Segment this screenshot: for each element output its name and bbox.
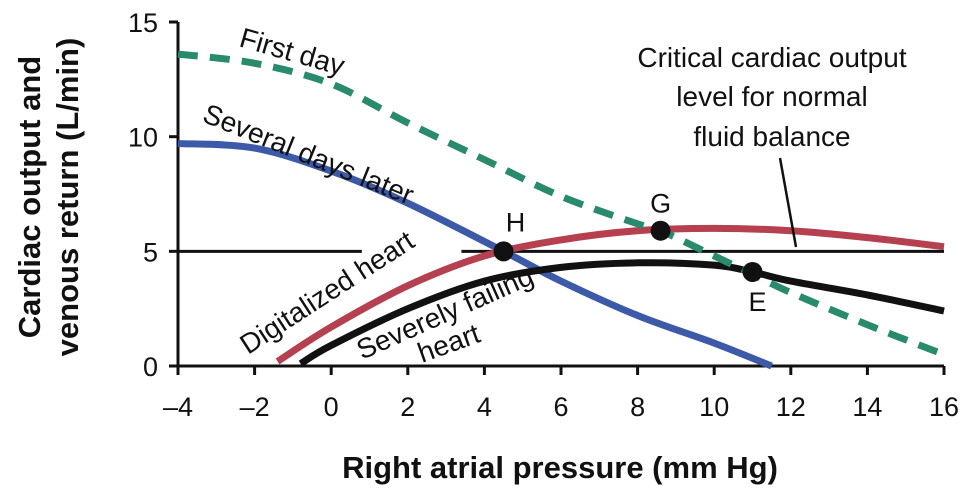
x-tick-label: 12 [776,392,806,422]
x-tick-label: 14 [852,392,882,422]
x-tick-label: 0 [324,392,339,422]
series-line-digitalized-heart [275,224,945,365]
x-tick-label: 16 [929,392,959,422]
point-h-label: H [506,207,526,237]
point-g-label: G [650,189,671,219]
series-line-first-day [177,50,946,358]
point-h-marker [493,241,514,262]
x-tick-label: –2 [240,392,270,422]
y-axis-title-line2: venous return (L/min) [50,38,85,357]
x-tick-label: 4 [477,392,492,422]
x-axis-title: Right atrial pressure (mm Hg) [342,450,778,485]
y-tick-label: 0 [143,352,158,382]
y-axis-title: Cardiac output and venous return (L/min) [12,38,85,357]
series-line-severely-failing-heart [298,259,945,367]
several-days-label: Several days later [199,98,418,211]
x-tick-label: 8 [630,392,645,422]
point-e-marker [742,261,763,282]
points-of-interest: H G E [493,189,767,317]
y-tick-label: 15 [128,8,158,38]
y-tick-label: 10 [128,123,158,153]
point-e-label: E [748,287,766,317]
y-tick-label: 5 [143,237,158,267]
y-axis-title-line1: Cardiac output and [12,56,47,338]
critical-level-annotation: Critical cardiac output level for normal… [637,42,907,248]
x-tick-label: –4 [163,392,193,422]
critical-label-line2: level for normal [676,81,867,112]
critical-label-line3: fluid balance [693,121,850,152]
tick-marks: –4 –2 0 2 4 6 8 10 12 14 16 0 5 10 15 [128,8,959,422]
point-g-marker [650,220,671,241]
x-tick-label: 6 [553,392,568,422]
critical-leader-line [778,157,798,248]
x-tick-label: 2 [400,392,415,422]
series-layer [177,50,946,370]
critical-label-line1: Critical cardiac output [637,42,906,73]
x-tick-label: 10 [699,392,729,422]
